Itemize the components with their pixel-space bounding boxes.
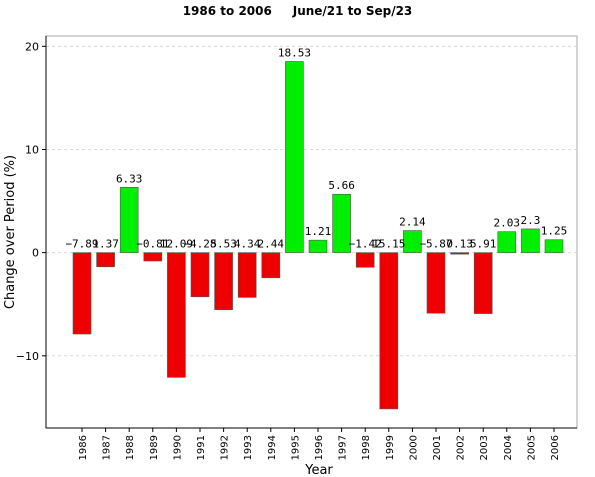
- bar-1996: [308, 239, 328, 253]
- value-label-2005: 2.3: [520, 214, 540, 227]
- x-tick-label-1987: 1987: [102, 435, 113, 460]
- value-label-1993: 4.34: [234, 238, 261, 251]
- bar-1987: [96, 252, 115, 268]
- bar-1994: [261, 252, 281, 279]
- value-label-1992: 5.53: [210, 238, 237, 251]
- bar-1999: [379, 252, 399, 410]
- value-label-1996: 1.21: [305, 225, 332, 238]
- x-tick-label-1998: 1998: [361, 435, 372, 460]
- y-tick-label: 10: [25, 143, 39, 156]
- bar-2005: [521, 228, 540, 253]
- x-tick-label-2005: 2005: [526, 435, 537, 460]
- value-label-1999: 15.15: [372, 238, 405, 251]
- bar-2002: [450, 252, 469, 255]
- value-label-1998: −1.42: [349, 238, 382, 251]
- x-tick-label-2001: 2001: [432, 435, 443, 460]
- x-tick-label-2004: 2004: [503, 435, 514, 460]
- value-label-1986: −7.89: [65, 238, 98, 251]
- x-tick-label-2002: 2002: [456, 435, 467, 460]
- x-tick-label-1989: 1989: [149, 435, 160, 460]
- x-tick-label-1993: 1993: [243, 435, 254, 460]
- x-tick-label-1992: 1992: [220, 435, 231, 460]
- value-label-1989: −0.81: [136, 238, 169, 251]
- axis-layer: −10 0 10 20 1986 1987 1988 1989 1990 1991 1992 1993…: [16, 36, 577, 460]
- bar-1998: [355, 252, 375, 268]
- y-tick-label: 0: [32, 247, 39, 260]
- value-label-2004: 2.03: [494, 217, 521, 230]
- bar-1997: [332, 193, 351, 253]
- x-tick-label-1988: 1988: [125, 435, 136, 460]
- x-tick-label-1997: 1997: [338, 435, 349, 460]
- bar-1988: [119, 187, 139, 253]
- value-label-2002: 0.13: [446, 238, 473, 251]
- y-tick-label: −10: [16, 350, 39, 363]
- bar-1995: [285, 61, 304, 253]
- value-label-1990: 12.09: [160, 238, 193, 251]
- bar-1993: [237, 252, 257, 298]
- value-label-2001: −5.87: [419, 238, 452, 251]
- x-tick-label-2006: 2006: [550, 435, 561, 460]
- value-label-1991: −4.28: [183, 238, 216, 251]
- bar-1986: [72, 252, 92, 335]
- value-label-1994: 2.44: [258, 238, 285, 251]
- bar-2001: [426, 252, 446, 314]
- bar-1989: [143, 252, 163, 262]
- x-tick-label-1995: 1995: [290, 435, 301, 460]
- x-tick-label-2000: 2000: [408, 435, 419, 460]
- value-label-1995: 18.53: [278, 46, 311, 59]
- value-label-2003: 5.91: [470, 238, 497, 251]
- bar-2000: [403, 230, 422, 253]
- x-tick-label-1991: 1991: [196, 435, 207, 460]
- x-tick-label-1986: 1986: [78, 435, 89, 460]
- y-tick-label: 20: [25, 40, 39, 53]
- bar-1992: [214, 252, 233, 310]
- bar-1991: [190, 252, 210, 298]
- value-label-1997: 5.66: [328, 179, 355, 192]
- chart-title: 1986 to 2006 June/21 to Sep/23: [182, 4, 413, 18]
- x-axis-title: Year: [304, 463, 333, 477]
- x-tick-label-1990: 1990: [172, 435, 183, 460]
- x-tick-label-1996: 1996: [314, 435, 325, 460]
- value-label-1988: 6.33: [116, 172, 143, 185]
- bar-2004: [497, 231, 517, 253]
- value-label-layer: −7.891.37 6.33 −0.8112.09−4.285.534.342.44…: [65, 46, 567, 250]
- bar-2006: [544, 239, 564, 253]
- bar-2003: [473, 252, 493, 314]
- value-label-2006: 1.25: [541, 225, 568, 238]
- value-label-1987: 1.37: [92, 238, 119, 251]
- bar-layer: [72, 61, 564, 410]
- x-tick-label-1999: 1999: [385, 435, 396, 460]
- y-axis-title: Change over Period (%): [3, 155, 18, 309]
- x-tick-label-1994: 1994: [267, 435, 278, 460]
- x-tick-label-2003: 2003: [479, 435, 490, 460]
- value-label-2000: 2.14: [399, 216, 426, 229]
- bar-1990: [167, 252, 186, 378]
